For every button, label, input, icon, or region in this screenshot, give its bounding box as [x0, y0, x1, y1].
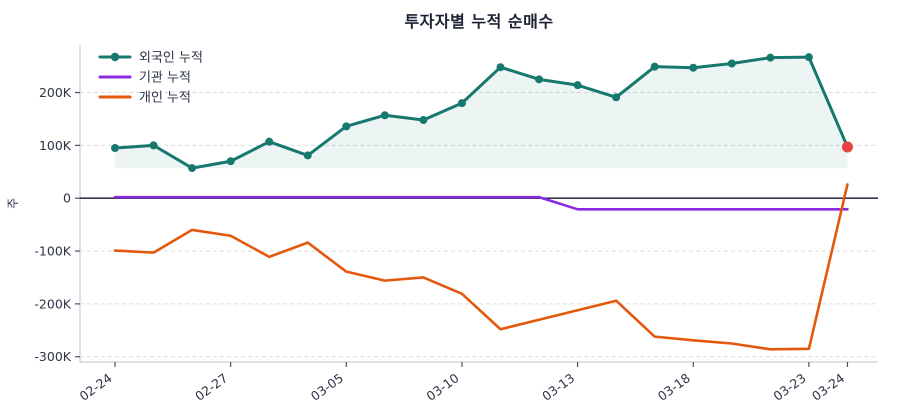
y-tick-label: -100K: [34, 244, 71, 259]
data-point: [766, 53, 775, 62]
legend-marker-dot: [110, 52, 120, 62]
data-point: [188, 164, 197, 173]
data-point: [419, 116, 428, 125]
foreign-area-fill: [115, 57, 848, 169]
data-point: [535, 75, 544, 84]
x-tick-label: 03-24: [809, 370, 847, 404]
data-point: [612, 93, 621, 102]
legend-label: 외국인 누적: [139, 51, 203, 66]
data-point: [342, 122, 351, 131]
y-tick-label: 200K: [39, 85, 72, 100]
y-axis-label: 주: [6, 198, 20, 209]
y-tick-label: 0: [63, 191, 71, 206]
x-tick-label: 02-27: [192, 370, 230, 403]
data-point: [573, 81, 582, 90]
y-tick-label: 100K: [39, 138, 72, 153]
x-tick-label: 03-18: [655, 370, 693, 404]
data-point: [457, 99, 466, 108]
legend-label: 기관 누적: [139, 71, 191, 86]
data-point: [265, 137, 274, 146]
x-tick-label: 03-05: [308, 370, 346, 403]
data-point: [303, 151, 312, 160]
x-tick-label: 03-10: [424, 370, 462, 404]
data-point: [689, 63, 698, 72]
chart-title: 투자자별 누적 순매수: [404, 12, 554, 31]
data-point: [804, 53, 813, 62]
last-point-highlight: [841, 141, 853, 153]
data-point: [496, 63, 505, 72]
data-point: [226, 157, 235, 166]
data-point: [650, 62, 659, 71]
legend-label: 개인 누적: [139, 91, 191, 106]
series-line-0: [113, 55, 849, 170]
y-tick-label: -300K: [34, 349, 71, 364]
x-tick-label: 03-13: [539, 370, 577, 403]
data-point: [380, 111, 389, 120]
series-line-1: [113, 195, 849, 211]
y-tick-label: -200K: [34, 296, 71, 311]
data-point: [111, 144, 119, 153]
data-point: [149, 141, 158, 150]
x-tick-label: 02-24: [77, 370, 115, 404]
data-point: [727, 59, 736, 68]
series-line-2: [113, 183, 849, 351]
x-tick-label: 03-23: [770, 370, 808, 403]
